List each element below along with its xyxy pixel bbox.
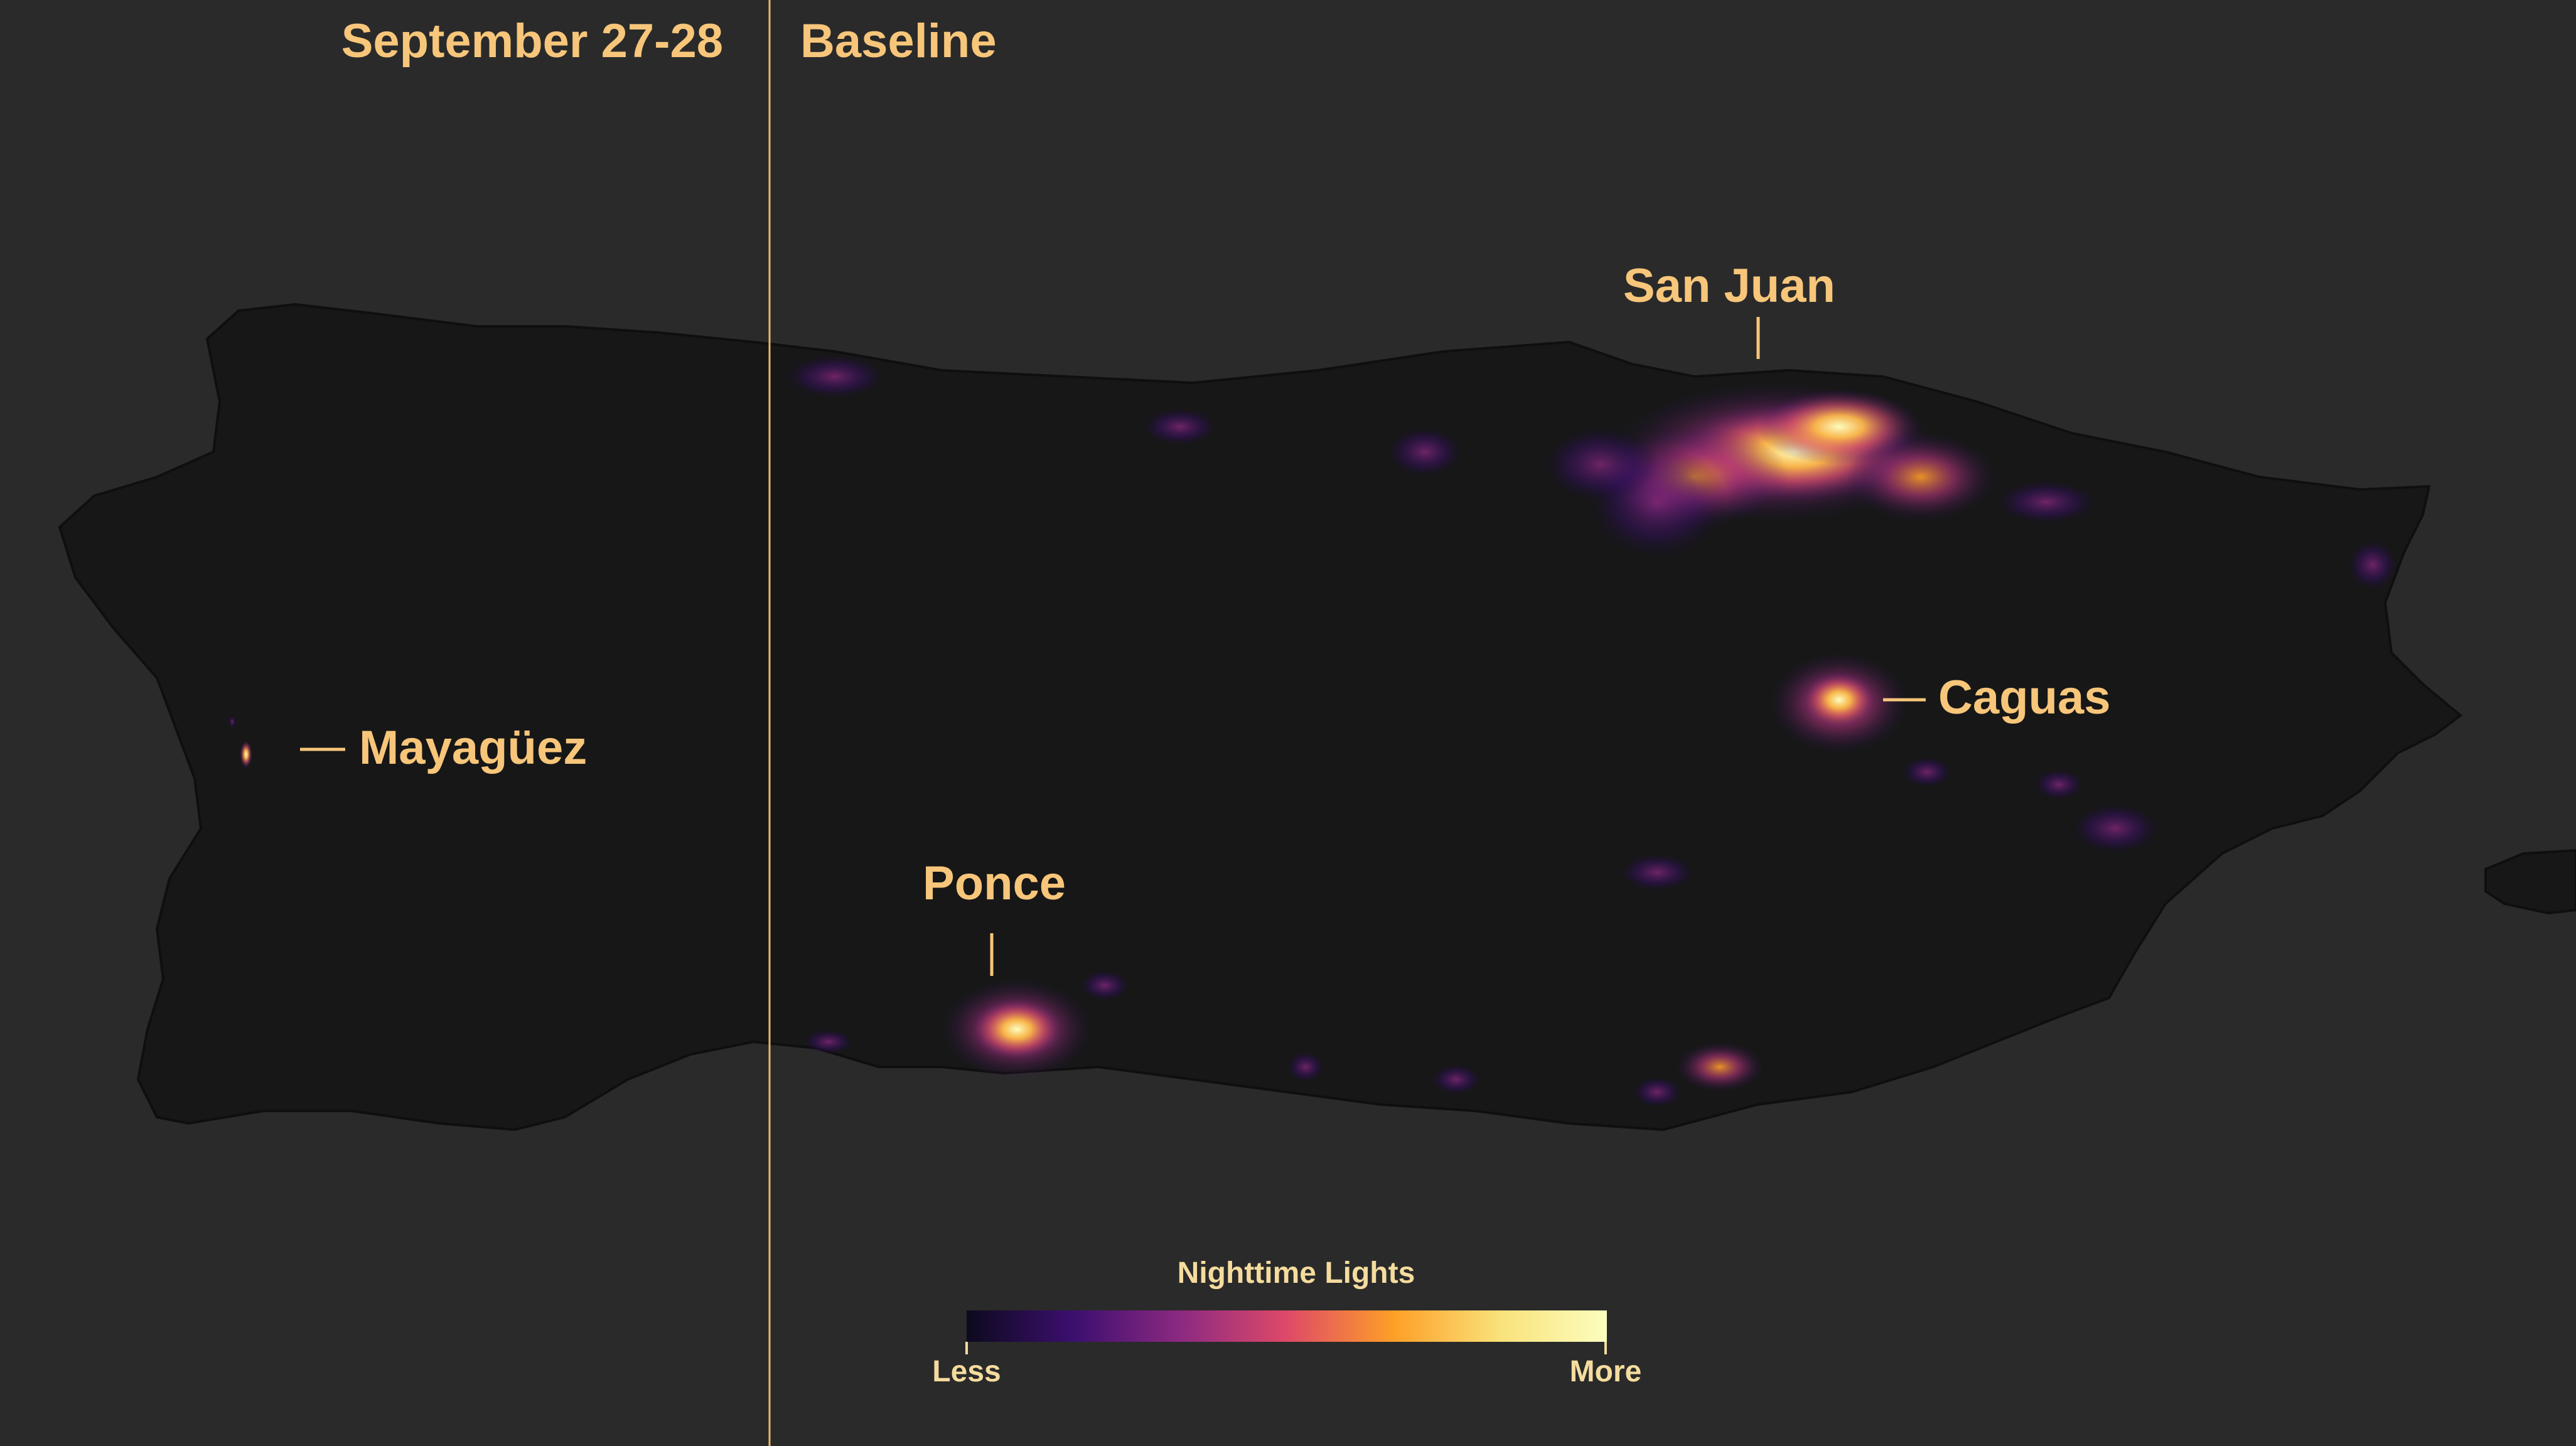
- panel-label-left: September 27-28: [341, 14, 723, 68]
- legend-less-label: Less: [932, 1355, 1001, 1388]
- city-label-san-juan: San Juan: [1623, 259, 1835, 313]
- nighttime-lights-layer: [785, 355, 2398, 1108]
- legend-more-label: More: [1569, 1355, 1642, 1388]
- mayaguez-light: [240, 741, 252, 768]
- vieques-island: [2484, 849, 2576, 915]
- legend-tick-more: [1604, 1342, 1607, 1354]
- panel-label-right: Baseline: [800, 14, 997, 68]
- city-label-caguas: Caguas: [1938, 671, 2111, 724]
- legend-color-bar: [967, 1310, 1607, 1342]
- city-label-mayaguez: Mayagüez: [359, 721, 588, 774]
- legend-tick-less: [965, 1342, 968, 1354]
- city-label-ponce: Ponce: [923, 857, 1066, 910]
- legend-title: Nighttime Lights: [1177, 1256, 1415, 1290]
